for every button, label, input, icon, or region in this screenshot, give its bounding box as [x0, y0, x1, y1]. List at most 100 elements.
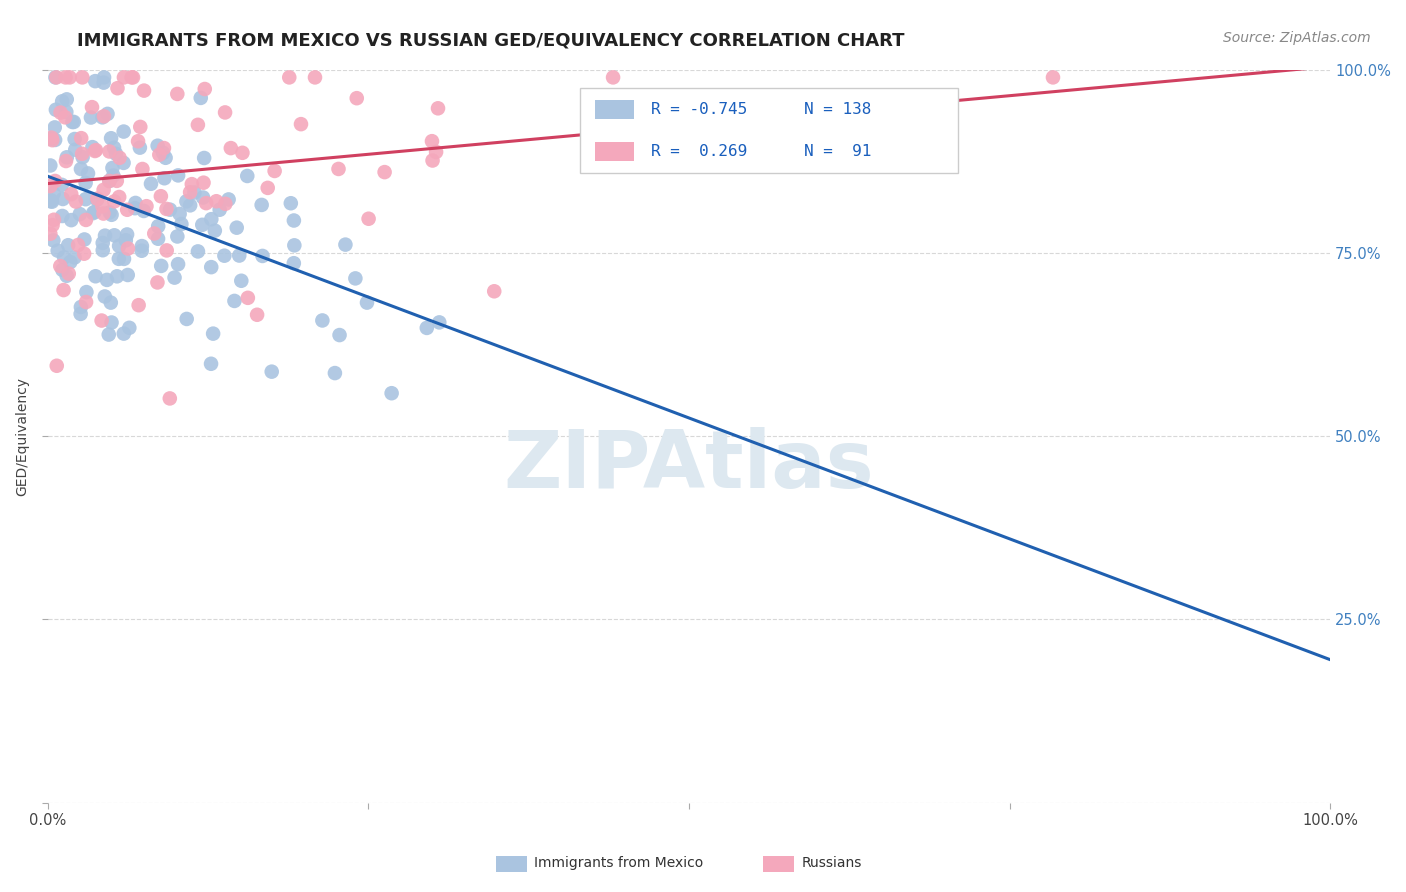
Point [602, 70, 624, 85]
Point [75, 213, 97, 227]
Point [131, 161, 153, 176]
Point [108, 190, 131, 204]
Text: N = 138: N = 138 [804, 102, 872, 117]
Point [91, 235, 114, 250]
Text: IMMIGRANTS FROM MEXICO VS RUSSIAN GED/EQUIVALENCY CORRELATION CHART: IMMIGRANTS FROM MEXICO VS RUSSIAN GED/EQ… [77, 31, 905, 49]
Point [200, 260, 222, 274]
Point [135, 199, 157, 213]
Point [98, 174, 121, 188]
Point [77, 166, 100, 180]
Point [96, 107, 118, 121]
Text: R =  0.269: R = 0.269 [651, 144, 747, 159]
Point [117, 242, 139, 256]
Point [484, 285, 506, 299]
Point [98, 145, 121, 159]
Point [73, 246, 96, 260]
Point [148, 147, 170, 161]
Point [231, 274, 253, 288]
Point [82, 140, 104, 154]
Point [153, 171, 176, 186]
Point [280, 196, 302, 211]
Point [114, 233, 136, 247]
Text: N =  91: N = 91 [804, 144, 872, 159]
Point [108, 151, 131, 165]
Point [148, 219, 170, 234]
Point [155, 202, 177, 216]
Point [195, 196, 218, 211]
Point [45, 70, 67, 85]
Point [84, 143, 107, 157]
Point [156, 244, 179, 258]
Point [152, 145, 174, 160]
Point [80, 100, 103, 114]
Point [55, 70, 77, 85]
Point [304, 70, 326, 85]
FancyBboxPatch shape [595, 100, 634, 119]
Point [105, 146, 128, 161]
Y-axis label: GED/Equivalency: GED/Equivalency [15, 376, 30, 496]
Point [112, 156, 135, 170]
Point [70, 300, 93, 314]
Point [45, 359, 67, 373]
Point [94, 228, 117, 243]
Point [84, 144, 107, 158]
Point [146, 232, 169, 246]
Point [93, 206, 115, 220]
Point [100, 316, 122, 330]
Point [41, 133, 63, 147]
Point [39, 159, 62, 173]
Point [51, 209, 73, 223]
Point [124, 201, 146, 215]
Point [290, 117, 312, 131]
Point [101, 161, 124, 175]
Point [250, 198, 273, 212]
Point [214, 196, 236, 211]
Point [39, 132, 62, 146]
Point [55, 154, 77, 169]
Point [91, 199, 114, 213]
Point [170, 217, 193, 231]
Point [90, 313, 112, 327]
Point [42, 212, 65, 227]
Point [146, 276, 169, 290]
Point [208, 202, 231, 217]
Point [344, 271, 367, 285]
Point [193, 151, 215, 165]
Point [44, 133, 66, 147]
Point [39, 179, 62, 194]
Point [260, 365, 283, 379]
Point [105, 174, 128, 188]
Point [236, 291, 259, 305]
Text: R = -0.745: R = -0.745 [651, 102, 747, 117]
Point [155, 151, 177, 165]
Point [187, 244, 209, 259]
Point [121, 70, 143, 85]
Point [149, 189, 172, 203]
Point [167, 169, 190, 183]
Point [166, 229, 188, 244]
FancyBboxPatch shape [581, 88, 959, 173]
Point [263, 164, 285, 178]
Point [228, 248, 250, 262]
Point [55, 268, 77, 283]
Point [65, 194, 87, 209]
Point [159, 202, 181, 217]
Point [56, 238, 79, 252]
Point [425, 145, 447, 159]
Point [49, 105, 72, 120]
Point [323, 366, 346, 380]
Point [416, 321, 439, 335]
Point [91, 111, 114, 125]
Point [169, 207, 191, 221]
Point [103, 194, 125, 209]
Point [75, 285, 97, 299]
Point [224, 293, 246, 308]
Point [194, 82, 217, 96]
Point [60, 213, 83, 227]
Point [105, 269, 128, 284]
Point [58, 267, 80, 281]
Point [75, 192, 97, 206]
Point [193, 176, 215, 190]
Point [100, 295, 122, 310]
Point [214, 105, 236, 120]
